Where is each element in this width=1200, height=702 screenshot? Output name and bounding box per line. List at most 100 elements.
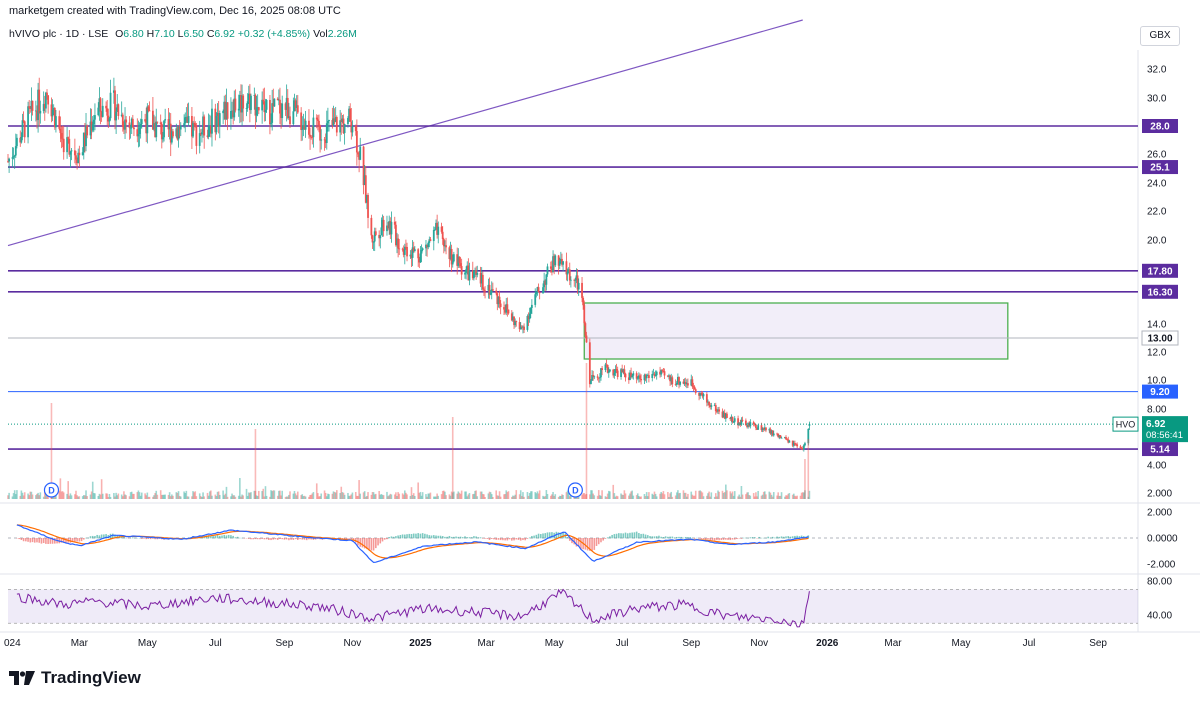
candle-body xyxy=(234,98,237,111)
candle-body xyxy=(232,110,235,118)
candle-body xyxy=(89,121,92,136)
volume-bar xyxy=(777,492,780,499)
time-axis-tick-label: Mar xyxy=(884,638,902,649)
volume-bar xyxy=(203,496,205,499)
candle-body xyxy=(761,428,764,430)
macd-histogram-bar xyxy=(54,538,56,544)
level-label-box xyxy=(1142,119,1178,133)
macd-histogram-bar xyxy=(484,538,486,539)
candle-body xyxy=(669,375,671,382)
volume-bar xyxy=(484,496,486,499)
macd-histogram-bar xyxy=(720,538,723,541)
macd-histogram-bar xyxy=(515,538,518,540)
macd-histogram-bar xyxy=(707,538,709,540)
candle-body xyxy=(731,416,734,422)
volume-bar xyxy=(464,491,466,499)
candle-body xyxy=(457,256,460,266)
candle-body xyxy=(786,439,789,441)
volume-bar xyxy=(58,490,61,499)
volume-bar xyxy=(552,491,554,499)
volume-bar xyxy=(280,495,282,499)
volume-bar xyxy=(245,488,248,499)
macd-histogram-bar xyxy=(611,534,613,539)
time-axis-tick-label: Mar xyxy=(71,638,89,649)
candle-body xyxy=(130,118,133,128)
volume-bar xyxy=(123,491,125,499)
candle-body xyxy=(215,116,218,133)
volume-bar xyxy=(54,494,56,499)
candle-body xyxy=(389,220,392,235)
rsi-line xyxy=(16,588,810,628)
macd-histogram-bar xyxy=(80,538,83,542)
macd-histogram-bar xyxy=(346,538,348,540)
volume-bar xyxy=(222,490,224,499)
macd-histogram-bar xyxy=(419,533,422,539)
dividend-marker[interactable] xyxy=(43,482,60,498)
candle-body xyxy=(223,101,226,111)
volume-bar xyxy=(105,493,107,499)
candle-body xyxy=(488,284,491,295)
candle-body xyxy=(58,116,61,129)
volume-bar xyxy=(242,495,244,499)
volume-bar xyxy=(342,492,345,499)
volume-bar xyxy=(667,492,669,499)
macd-histogram-bar xyxy=(31,538,34,543)
candle-body xyxy=(242,95,245,109)
candle-body xyxy=(608,369,611,372)
macd-histogram-bar xyxy=(539,534,542,539)
candle-body xyxy=(116,104,119,112)
level-label: 16.30 xyxy=(1147,287,1172,298)
candle-body xyxy=(325,123,328,144)
candle-body xyxy=(530,304,533,308)
volume-bar xyxy=(465,491,467,499)
macd-histogram-bar xyxy=(580,538,582,549)
supply-zone-box[interactable] xyxy=(583,302,1009,360)
volume-bar xyxy=(113,493,115,499)
volume-bar xyxy=(350,494,353,499)
candle-body xyxy=(105,105,107,109)
volume-bar xyxy=(390,494,393,499)
volume-bar xyxy=(753,496,756,499)
candle-body xyxy=(357,152,359,155)
currency-button[interactable]: GBX xyxy=(1140,26,1180,46)
volume-bar xyxy=(740,486,743,499)
volume-bar xyxy=(793,493,795,499)
candle-body xyxy=(545,274,548,285)
volume-bar xyxy=(474,490,476,499)
candle-body xyxy=(690,379,693,386)
trendline[interactable] xyxy=(7,19,803,247)
volume-bar xyxy=(278,490,280,499)
volume-bar xyxy=(612,484,615,499)
candle-body xyxy=(693,386,696,390)
volume-bar xyxy=(38,495,41,499)
candle-body xyxy=(287,116,290,118)
candle-body xyxy=(495,290,498,294)
volume-bar xyxy=(172,495,174,499)
macd-histogram-bar xyxy=(40,538,43,544)
volume-bar xyxy=(256,496,259,499)
candle-body xyxy=(802,445,805,450)
macd-histogram-bar xyxy=(395,536,397,539)
volume-bar xyxy=(794,495,796,499)
volume-bar xyxy=(479,491,482,499)
macd-histogram-bar xyxy=(517,538,520,540)
candle-body xyxy=(250,95,252,111)
volume-bar xyxy=(737,496,739,499)
dividend-marker[interactable] xyxy=(567,482,583,498)
macd-histogram-bar xyxy=(785,536,787,539)
candle-body xyxy=(405,246,407,248)
volume-bar xyxy=(230,496,232,499)
candle-body xyxy=(254,95,257,116)
macd-histogram-bar xyxy=(254,538,257,540)
tradingview-logo[interactable]: TradingView xyxy=(9,668,141,688)
volume-bar xyxy=(285,496,288,499)
volume-bar xyxy=(655,496,658,499)
candle-body xyxy=(707,401,709,403)
volume-bar xyxy=(363,491,366,499)
candle-body xyxy=(440,226,443,232)
macd-histogram-bar xyxy=(250,538,252,540)
volume-bar xyxy=(184,492,187,499)
volume-bar xyxy=(409,495,412,499)
volume-bar xyxy=(273,490,276,499)
